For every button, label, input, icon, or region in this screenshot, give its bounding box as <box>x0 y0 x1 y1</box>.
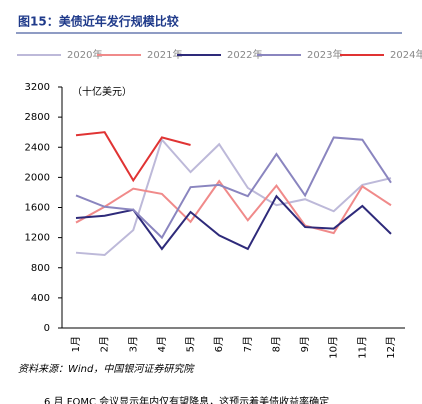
legend-label: 2022年 <box>227 48 262 61</box>
x-tick-label: 12月 <box>385 336 397 359</box>
series-line <box>75 179 392 235</box>
y-tick-label: 1600 <box>25 203 50 214</box>
x-tick-label: 1月 <box>70 336 82 352</box>
series-line <box>75 136 392 240</box>
x-tick-label: 8月 <box>270 336 282 352</box>
unit-note: （十亿美元） <box>72 85 132 98</box>
x-tick-label: 10月 <box>328 336 340 359</box>
y-tick-label: 2800 <box>25 112 50 123</box>
x-tick-label: 11月 <box>356 336 368 359</box>
y-tick-label: 800 <box>31 263 50 274</box>
legend-label: 2024年 <box>390 48 422 61</box>
y-tick-label: 2000 <box>25 172 50 183</box>
x-tick-label: 2月 <box>99 336 111 352</box>
footer-text: 6 月 FOMC 会议显示年内仅有望降息，这预示着美债收益率确定 <box>44 395 329 404</box>
x-tick-label: 6月 <box>213 336 225 352</box>
x-tick-label: 5月 <box>185 336 197 352</box>
legend-label: 2021年 <box>147 48 182 61</box>
chart-title: 图15：美债近年发行规模比较 <box>18 14 179 29</box>
series-line <box>75 194 392 251</box>
x-tick-label: 3月 <box>127 336 139 352</box>
y-tick-label: 1200 <box>25 233 50 244</box>
legend-label: 2023年 <box>307 48 342 61</box>
x-tick-label: 9月 <box>299 336 311 352</box>
y-tick-label: 2400 <box>25 142 50 153</box>
series-line <box>75 131 191 183</box>
x-tick-label: 4月 <box>156 336 168 352</box>
x-tick-label: 7月 <box>242 336 254 352</box>
y-tick-label: 400 <box>31 293 50 304</box>
source: 资料来源：Wind，中国银河证券研究院 <box>18 363 195 375</box>
series-line <box>75 137 392 256</box>
legend-label: 2020年 <box>67 48 102 61</box>
y-tick-label: 0 <box>44 323 50 334</box>
y-tick-label: 3200 <box>25 82 50 93</box>
